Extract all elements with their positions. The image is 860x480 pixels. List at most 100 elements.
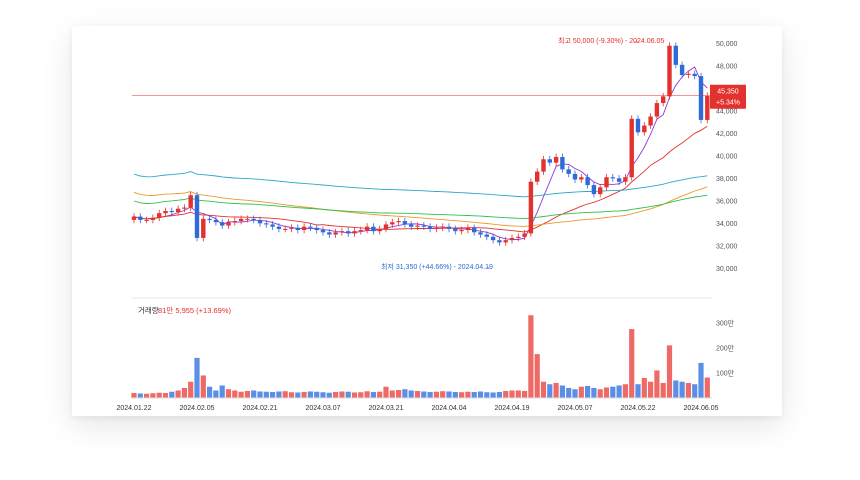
volume-bar — [389, 390, 395, 398]
candle-body — [276, 226, 282, 229]
ma-20-line — [133, 125, 708, 233]
stock-chart[interactable]: 50,00048,00046,00044,00042,00040,00038,0… — [72, 26, 782, 416]
price-tick-label: 36,000 — [716, 198, 738, 205]
candle-body — [339, 231, 345, 233]
candle-body — [490, 236, 496, 241]
candle-body — [169, 210, 174, 213]
volume-bar — [572, 389, 578, 398]
candle-body — [175, 208, 181, 213]
volume-bar — [320, 392, 326, 398]
candle-body — [314, 227, 319, 231]
volume-bar — [685, 382, 691, 398]
volume-bar — [503, 390, 509, 398]
candle-body — [585, 177, 590, 186]
candle-body — [572, 173, 578, 180]
volume-bar — [238, 391, 244, 398]
price-tick-label: 32,000 — [716, 243, 738, 250]
candle-body — [692, 73, 697, 77]
x-tick-label: 2024.04.04 — [431, 405, 466, 412]
volume-bar — [547, 384, 553, 398]
candle-body — [402, 221, 408, 225]
candle-body — [396, 221, 401, 223]
x-tick-label: 2024.03.07 — [305, 405, 340, 412]
candle-body — [579, 177, 584, 180]
volume-bar — [402, 389, 408, 398]
candle-body — [333, 232, 338, 235]
volume-bar — [345, 391, 351, 398]
candle-body — [270, 224, 275, 227]
candle-body — [283, 228, 288, 230]
volume-bar — [263, 391, 269, 398]
candle-body — [654, 103, 660, 117]
candle-body — [409, 224, 414, 227]
volume-bar — [307, 391, 313, 398]
volume-bar — [559, 385, 565, 398]
x-tick-label: 2024.06.05 — [683, 405, 718, 412]
candle-body — [295, 227, 300, 231]
candle-body — [364, 226, 370, 231]
volume-bar — [131, 392, 137, 398]
candle-body — [528, 181, 534, 234]
x-tick-label: 2024.05.22 — [620, 405, 655, 412]
candle-body — [226, 222, 231, 226]
candle-body — [131, 216, 137, 220]
volume-bars — [131, 315, 710, 398]
candle-body — [698, 76, 704, 120]
volume-bar — [446, 391, 452, 398]
volume-bar — [635, 384, 641, 398]
volume-bar — [207, 386, 213, 398]
candle-body — [566, 169, 571, 174]
volume-bar — [585, 385, 591, 398]
volume-bar — [232, 390, 238, 398]
volume-bar — [144, 393, 150, 398]
volume-bar — [162, 392, 169, 398]
candle-body — [616, 178, 622, 182]
candle-body — [591, 185, 597, 195]
volume-bar — [408, 390, 414, 398]
candle-body — [604, 177, 609, 188]
ma-5-line — [133, 66, 708, 240]
candle-body — [522, 233, 527, 237]
high-annotation: 최고 50,000 (-9.30%) - 2024.06.05 — [558, 36, 664, 45]
volume-bar — [591, 387, 597, 398]
candle-body — [383, 224, 389, 229]
candle-body — [371, 226, 376, 232]
volume-bar — [459, 392, 465, 398]
volume-bar — [326, 392, 332, 398]
volume-bar — [654, 370, 660, 398]
ma-60-line — [133, 186, 708, 227]
current-change-label: +5.34% — [716, 99, 740, 106]
volume-bar — [219, 385, 225, 398]
current-price-label: 45,350 — [717, 88, 739, 95]
candle-body — [346, 231, 351, 234]
volume-bar — [383, 386, 389, 398]
volume-bar — [314, 391, 320, 398]
volume-bar — [377, 391, 383, 398]
volume-bar — [175, 390, 181, 398]
candle-body — [377, 228, 382, 232]
candle-body — [629, 118, 634, 178]
volume-bar — [301, 391, 307, 398]
price-tick-label: 44,000 — [716, 108, 738, 115]
candle-body — [358, 230, 363, 232]
candle-body — [327, 232, 332, 235]
candle-body — [446, 226, 452, 229]
x-axis-ticks: 2024.01.22 2024.02.05 2024.02.21 2024.03.07… — [116, 405, 718, 412]
candle-body — [421, 225, 426, 227]
current-price-tag: 45,350 +5.34% — [710, 84, 746, 109]
candle-body — [150, 217, 156, 220]
price-tick-label: 30,000 — [716, 266, 738, 273]
volume-bar — [433, 391, 439, 398]
candle-body — [352, 231, 357, 234]
price-tick-label: 48,000 — [716, 63, 738, 70]
volume-bar — [597, 389, 603, 398]
volume-bar — [534, 354, 540, 398]
volume-bar — [471, 391, 477, 398]
candle-body — [427, 226, 433, 229]
volume-bar — [257, 391, 263, 398]
price-tick-label: 40,000 — [716, 153, 738, 160]
candle-body — [472, 227, 477, 233]
candle-body — [667, 45, 672, 97]
candle-body — [251, 218, 256, 220]
candle-body — [560, 157, 565, 170]
